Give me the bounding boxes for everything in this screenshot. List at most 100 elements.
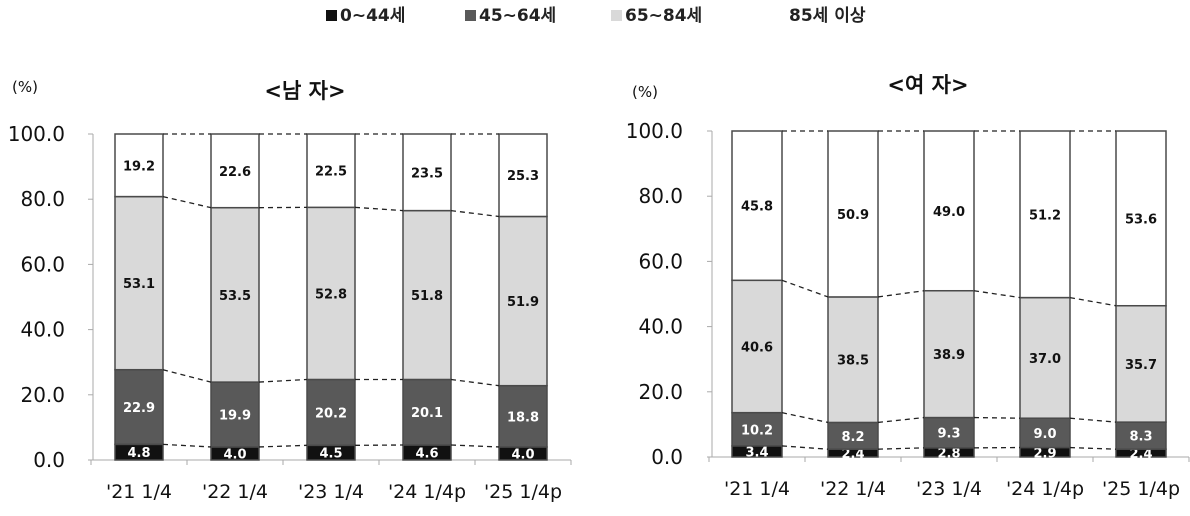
- connector-line: [781, 412, 829, 424]
- bar-segment: [731, 130, 783, 282]
- x-category-label: '22 1/4: [820, 478, 886, 500]
- x-category-label: '24 1/4p: [1006, 478, 1084, 500]
- connector-line: [162, 195, 212, 209]
- data-label: 49.0: [933, 205, 965, 220]
- bar-segment: [306, 133, 356, 209]
- y-tick-label: 100.0: [8, 122, 65, 146]
- bar-segment: [923, 289, 975, 419]
- bar-segment: [498, 133, 548, 218]
- bar-segment: [827, 130, 879, 298]
- data-label: 45.8: [741, 200, 773, 215]
- connector-line: [354, 206, 404, 212]
- data-label: 53.5: [219, 289, 251, 304]
- data-label: 40.6: [741, 340, 773, 355]
- legend-label: 85세 이상: [789, 6, 866, 26]
- data-label: 4.0: [511, 447, 534, 462]
- x-category-label: '23 1/4: [298, 481, 364, 503]
- connector-line: [450, 209, 500, 218]
- data-label: 23.5: [411, 166, 443, 181]
- bar-segment: [923, 130, 975, 292]
- data-label: 53.1: [123, 277, 155, 292]
- data-label: 2.9: [1033, 446, 1056, 461]
- y-unit-label: (%): [12, 78, 38, 96]
- y-tick-label: 60.0: [638, 249, 683, 273]
- bar-segment: [210, 206, 260, 383]
- data-label: 20.2: [315, 406, 347, 421]
- bar-segment: [402, 133, 452, 212]
- data-label: 4.0: [223, 447, 246, 462]
- bar-segment: [210, 133, 260, 209]
- x-category-label: '22 1/4: [202, 481, 268, 503]
- data-label: 51.8: [411, 289, 443, 304]
- data-label: 53.6: [1125, 212, 1157, 227]
- bar-segment: [498, 384, 548, 448]
- y-tick-label: 80.0: [20, 187, 65, 211]
- data-label: 8.3: [1129, 430, 1152, 445]
- connector-line: [162, 369, 212, 383]
- legend-swatch: [326, 10, 337, 21]
- bar-segment: [402, 209, 452, 381]
- data-label: 19.2: [123, 159, 155, 174]
- legend: 0~44세 45~64세 65~84세 85세 이상: [326, 6, 866, 26]
- y-tick-label: 100.0: [626, 119, 683, 143]
- connector-line: [973, 416, 1021, 419]
- bar-segment: [1115, 130, 1167, 307]
- data-label: 22.9: [123, 401, 155, 416]
- y-tick-label: 60.0: [20, 252, 65, 276]
- data-label: 2.4: [841, 447, 864, 462]
- data-label: 25.3: [507, 169, 539, 184]
- data-label: 22.5: [315, 165, 347, 180]
- connector-line: [258, 378, 308, 383]
- connector-line: [877, 416, 925, 424]
- bar-segment: [1115, 304, 1167, 423]
- bar-segment: [306, 206, 356, 381]
- data-label: 4.6: [415, 447, 438, 462]
- data-label: 10.2: [741, 423, 773, 438]
- legend-label: 45~64세: [479, 6, 556, 26]
- legend-swatch: [465, 10, 476, 21]
- x-category-label: '21 1/4: [106, 481, 172, 503]
- data-label: 4.5: [319, 447, 342, 462]
- bar-segment: [1115, 421, 1167, 450]
- data-label: 20.1: [411, 406, 443, 421]
- data-label: 35.7: [1125, 358, 1157, 373]
- x-category-label: '25 1/4p: [484, 481, 562, 503]
- data-label: 38.5: [837, 354, 869, 369]
- connector-line: [877, 447, 925, 450]
- data-label: 4.8: [127, 446, 150, 461]
- connector-line: [781, 445, 829, 450]
- bar-segment: [114, 133, 164, 198]
- y-tick-label: 0.0: [33, 448, 65, 472]
- connector-line: [1069, 417, 1117, 423]
- connector-line: [1069, 446, 1117, 450]
- bar-segment: [731, 411, 783, 447]
- chart-title: <남 자>: [264, 79, 345, 103]
- bar-segment: [402, 378, 452, 446]
- legend-label: 65~84세: [625, 6, 702, 26]
- data-label: 2.4: [1129, 447, 1152, 462]
- data-label: 9.3: [937, 427, 960, 442]
- connector-line: [258, 444, 308, 448]
- bar-segment: [1019, 130, 1071, 299]
- bar-segment: [210, 381, 260, 448]
- connector-line: [877, 290, 925, 298]
- bar-segment: [827, 296, 879, 424]
- data-label: 50.9: [837, 208, 869, 223]
- data-label: 51.9: [507, 295, 539, 310]
- data-label: 19.9: [219, 409, 251, 424]
- bar-segment: [114, 368, 164, 446]
- data-label: 9.0: [1033, 427, 1056, 442]
- bar-segment: [498, 215, 548, 387]
- y-tick-label: 80.0: [638, 184, 683, 208]
- legend-swatch: [611, 10, 622, 21]
- chart-title: <여 자>: [887, 73, 968, 97]
- connector-line: [162, 443, 212, 448]
- x-category-label: '21 1/4: [724, 478, 790, 500]
- connector-line: [781, 279, 829, 298]
- data-label: 51.2: [1029, 208, 1061, 223]
- data-label: 22.6: [219, 165, 251, 180]
- chart-panel: <여 자> (%) 0.0 20.0 40.0 60.0 80.0 100.0 3.4 10.2 4…: [626, 73, 1190, 500]
- y-tick-label: 40.0: [20, 318, 65, 342]
- connector-line: [450, 444, 500, 448]
